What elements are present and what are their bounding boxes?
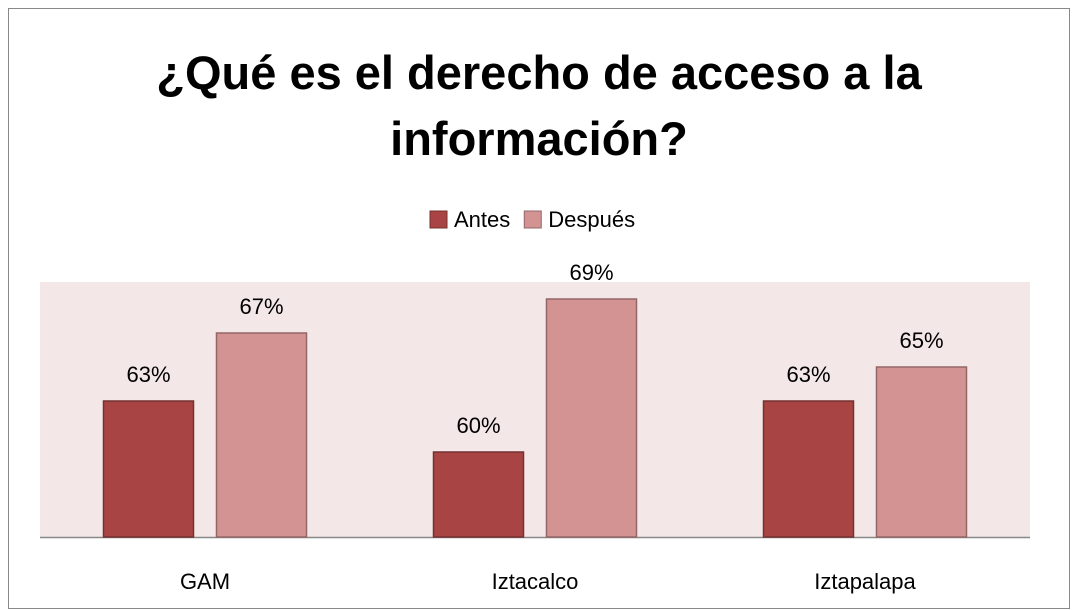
data-label: 69% [569, 260, 613, 285]
x-tick-label: GAM [180, 569, 230, 594]
legend-swatch [429, 210, 448, 229]
data-label: 67% [239, 294, 283, 319]
bar [875, 366, 968, 538]
data-label: 60% [456, 413, 500, 438]
x-tick-label: Iztacalco [492, 569, 579, 594]
bar [545, 298, 638, 538]
legend-label: Antes [454, 207, 510, 232]
data-label: 63% [786, 362, 830, 387]
data-label: 65% [899, 328, 943, 353]
x-tick-label: Iztapalapa [814, 569, 916, 594]
bar [762, 400, 855, 538]
legend-swatch [523, 210, 542, 229]
data-label: 63% [126, 362, 170, 387]
legend-label: Después [548, 207, 635, 232]
chart-title: ¿Qué es el derecho de acceso a la inform… [156, 46, 922, 165]
bar [102, 400, 195, 538]
bar [215, 332, 308, 538]
bar [432, 451, 525, 538]
plot-area [40, 282, 1030, 537]
